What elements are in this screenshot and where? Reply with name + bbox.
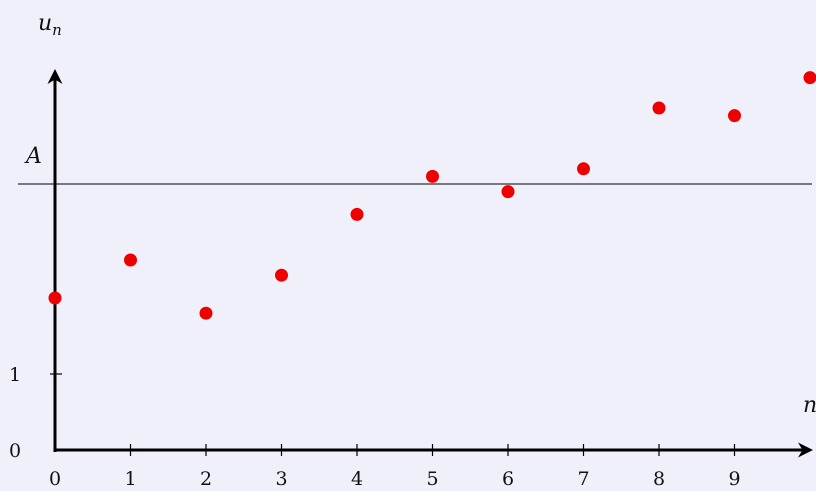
data-point (652, 101, 666, 115)
data-point (803, 71, 816, 85)
reference-line-group: A (18, 144, 812, 185)
x-tick-label: 4 (351, 468, 363, 490)
y-tick-label: 1 (9, 364, 21, 386)
x-tick-label: 9 (728, 468, 740, 490)
data-point (199, 306, 213, 320)
y-axis-label: un (38, 11, 62, 39)
x-tick-label: 0 (49, 468, 61, 490)
x-ticks: 0 1 2 3 4 5 6 7 8 9 (49, 444, 741, 490)
data-point (48, 291, 62, 305)
x-tick-label: 7 (577, 468, 589, 490)
axes: un n 0 1 (9, 11, 816, 462)
x-tick-label: 2 (200, 468, 212, 490)
x-tick-label: 1 (124, 468, 136, 490)
x-axis-label: n (803, 393, 816, 418)
data-points (48, 71, 816, 320)
data-point (501, 185, 515, 199)
data-point (275, 268, 288, 282)
x-tick-label: 8 (653, 468, 665, 490)
x-tick-label: 6 (502, 468, 514, 490)
data-point (728, 109, 741, 123)
data-point (577, 162, 590, 176)
data-point (124, 253, 137, 267)
x-tick-label: 3 (275, 468, 287, 490)
data-point (350, 207, 364, 221)
data-point (426, 169, 439, 183)
y-tick-label: 0 (9, 440, 21, 462)
reference-line-label: A (24, 144, 42, 169)
x-tick-label: 5 (426, 468, 438, 490)
